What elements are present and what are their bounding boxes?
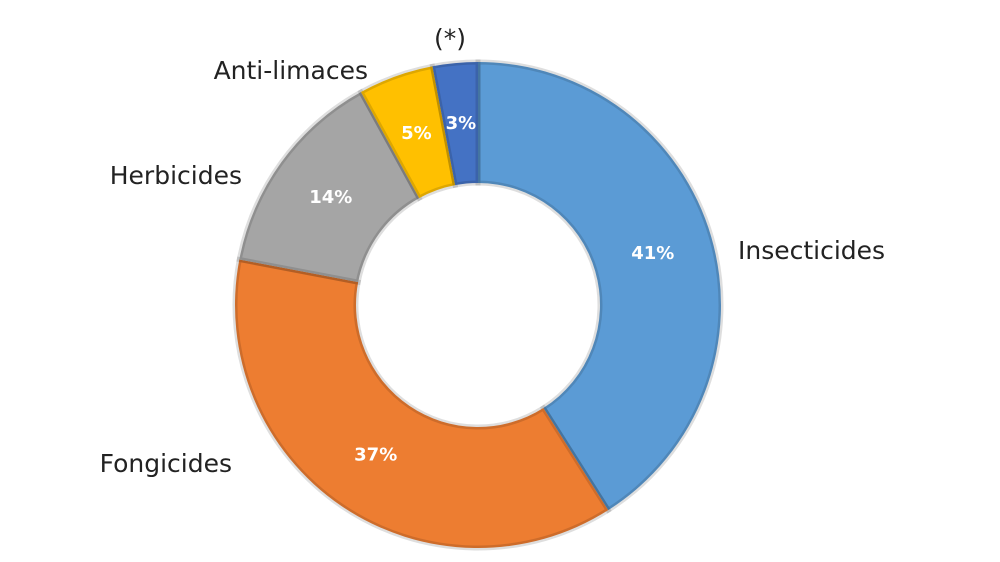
value-label: 14% <box>309 187 352 208</box>
category-label: (*) <box>434 24 466 53</box>
value-label: 5% <box>401 123 432 144</box>
donut-slice <box>429 59 481 189</box>
donut-slice <box>357 63 459 202</box>
category-label: Insecticides <box>738 236 885 265</box>
value-label: 41% <box>631 243 674 264</box>
category-label: Herbicides <box>110 161 242 190</box>
value-label: 3% <box>446 113 477 134</box>
donut-slice <box>232 256 612 551</box>
category-label: Fongicides <box>100 449 232 478</box>
category-label: Anti-limaces <box>214 56 368 85</box>
value-label: 37% <box>354 445 397 466</box>
donut-slice <box>475 59 724 514</box>
donut-slice <box>236 88 423 286</box>
